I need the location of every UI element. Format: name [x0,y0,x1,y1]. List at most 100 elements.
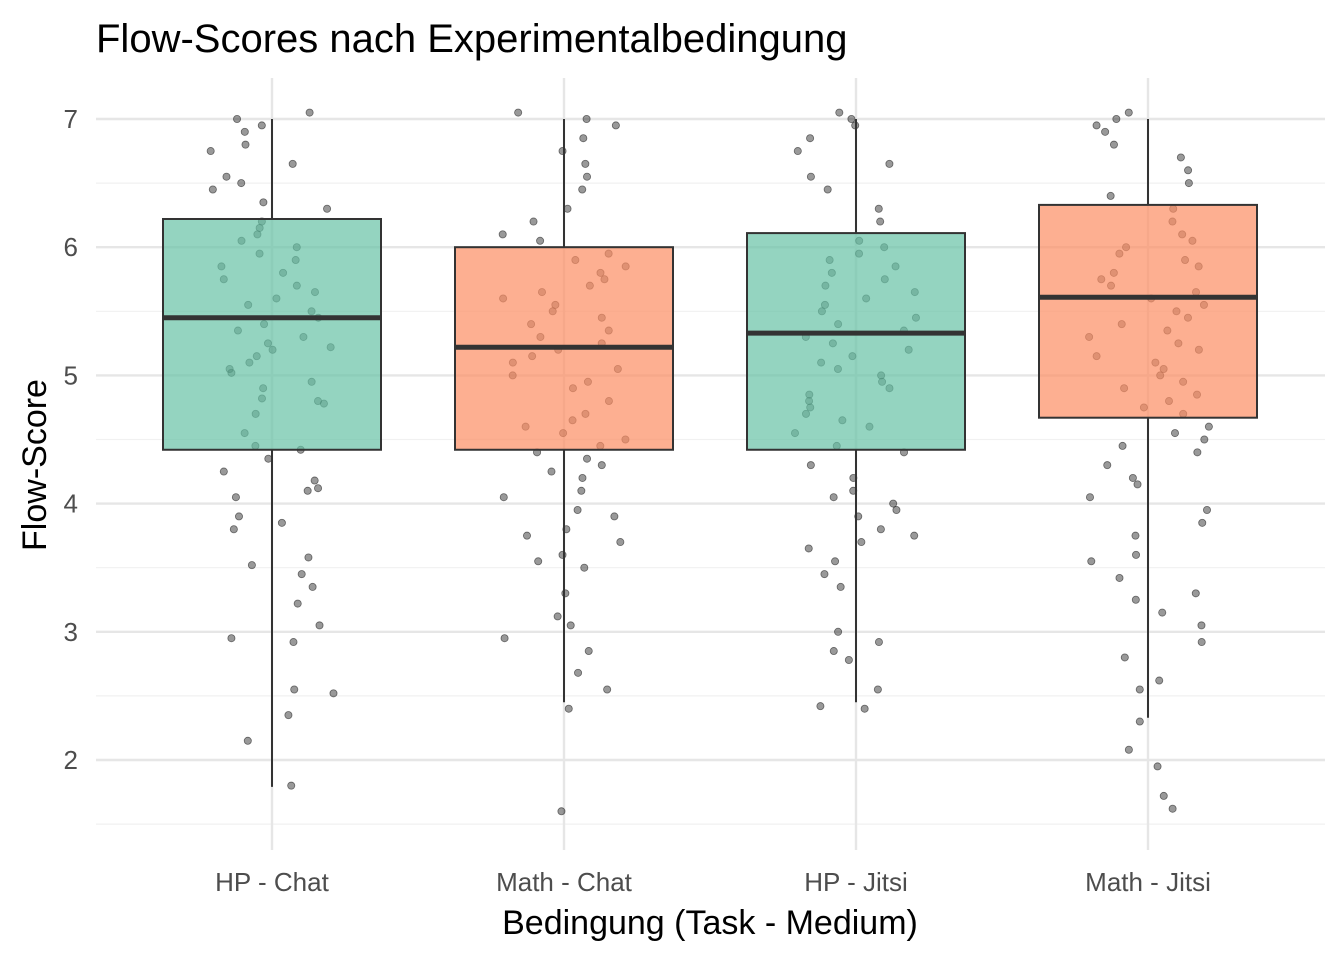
jitter-point [804,544,813,553]
jitter-point [829,493,838,502]
jitter-point [823,185,832,194]
jitter-point [564,704,573,713]
y-tick-label: 4 [64,489,78,519]
jitter-point [892,506,901,515]
jitter-point [1087,557,1096,566]
jitter-point [289,638,298,647]
jitter-point [1197,621,1206,630]
jitter-point [1200,435,1209,444]
jitter-point [1197,638,1206,647]
jitter-point [1184,179,1193,188]
jitter-point [208,185,217,194]
jitter-point [1168,804,1177,813]
jitter-point [583,172,592,181]
jitter-point [847,115,856,124]
jitter-point [297,570,306,579]
jitter-point [1131,595,1140,604]
y-tick-label: 2 [64,745,78,775]
jitter-point [1155,676,1164,685]
x-tick-labels: HP - Chat Math - Chat HP - Jitsi Math - Jit… [215,867,1211,897]
jitter-point [1106,191,1115,200]
jitter-point [1124,108,1133,117]
jitter-point [498,230,507,239]
jitter-point [553,612,562,621]
boxes [162,119,1258,787]
jitter-point [806,172,815,181]
jitter-point [874,638,883,647]
jitter-point [580,563,589,572]
jitter-point [1101,127,1110,136]
jitter-point [500,634,509,643]
jitter-point [603,685,612,694]
jitter-point [829,647,838,656]
jitter-point [1115,573,1124,582]
jitter-point [522,531,531,540]
jitter-point [277,518,286,527]
jitter-point [561,589,570,598]
jitter-point [529,217,538,226]
jitter-point [1131,531,1140,540]
jitter-point [582,115,591,124]
jitter-point [876,217,885,226]
y-tick-label: 7 [64,104,78,134]
jitter-point [237,179,246,188]
jitter-point [889,499,898,508]
jitter-point [231,493,240,502]
jitter-point [1198,518,1207,527]
jitter-point [816,702,825,711]
box-iqr [162,217,382,451]
jitter-point [247,561,256,570]
jitter-point [1103,461,1112,470]
jitter-point [241,140,250,149]
jitter-point [597,461,606,470]
jitter-point [1092,121,1101,130]
jitter-point [806,461,815,470]
box-iqr [746,232,966,451]
jitter-point [323,204,332,213]
jitter-point [581,159,590,168]
jitter-point [584,647,593,656]
jitter-point [547,467,556,476]
jitter-point [610,512,619,521]
jitter-point [1109,140,1118,149]
jitter-point [240,127,249,136]
x-tick-label: Math - Jitsi [1085,867,1211,897]
jitter-point [1133,480,1142,489]
jitter-point [616,538,625,547]
jitter-point [1158,608,1167,617]
y-tick-labels: 2 3 4 5 6 7 [64,104,78,775]
jitter-point [315,621,324,630]
jitter-point [793,147,802,156]
jitter-point [229,525,238,534]
jitter-point [1135,717,1144,726]
jitter-point [566,621,575,630]
jitter-point [1118,441,1127,450]
jitter-point [1159,791,1168,800]
jitter-point [534,557,543,566]
jitter-point [1184,166,1193,175]
jitter-point [329,689,338,698]
jitter-point [1124,745,1133,754]
jitter-point [558,147,567,156]
jitter-point [820,570,829,579]
y-tick-label: 3 [64,617,78,647]
x-axis-label: Bedingung (Task - Medium) [502,904,918,942]
jitter-point [1112,115,1121,124]
jitter-point [834,627,843,636]
box-iqr [1038,203,1258,419]
jitter-point [499,493,508,502]
jitter-point [259,198,268,207]
jitter-point [806,134,815,143]
jitter-point [308,582,317,591]
jitter-point [227,634,236,643]
jitter-point [1193,448,1202,457]
chart-title: Flow-Scores nach Experimentalbedingung [96,17,848,61]
jitter-point [284,711,293,720]
jitter-point [577,486,586,495]
jitter-point [264,454,273,463]
jitter-point [885,159,894,168]
jitter-point [1132,550,1141,559]
jitter-point [222,172,231,181]
jitter-point [857,538,866,547]
jitter-point [536,236,545,245]
